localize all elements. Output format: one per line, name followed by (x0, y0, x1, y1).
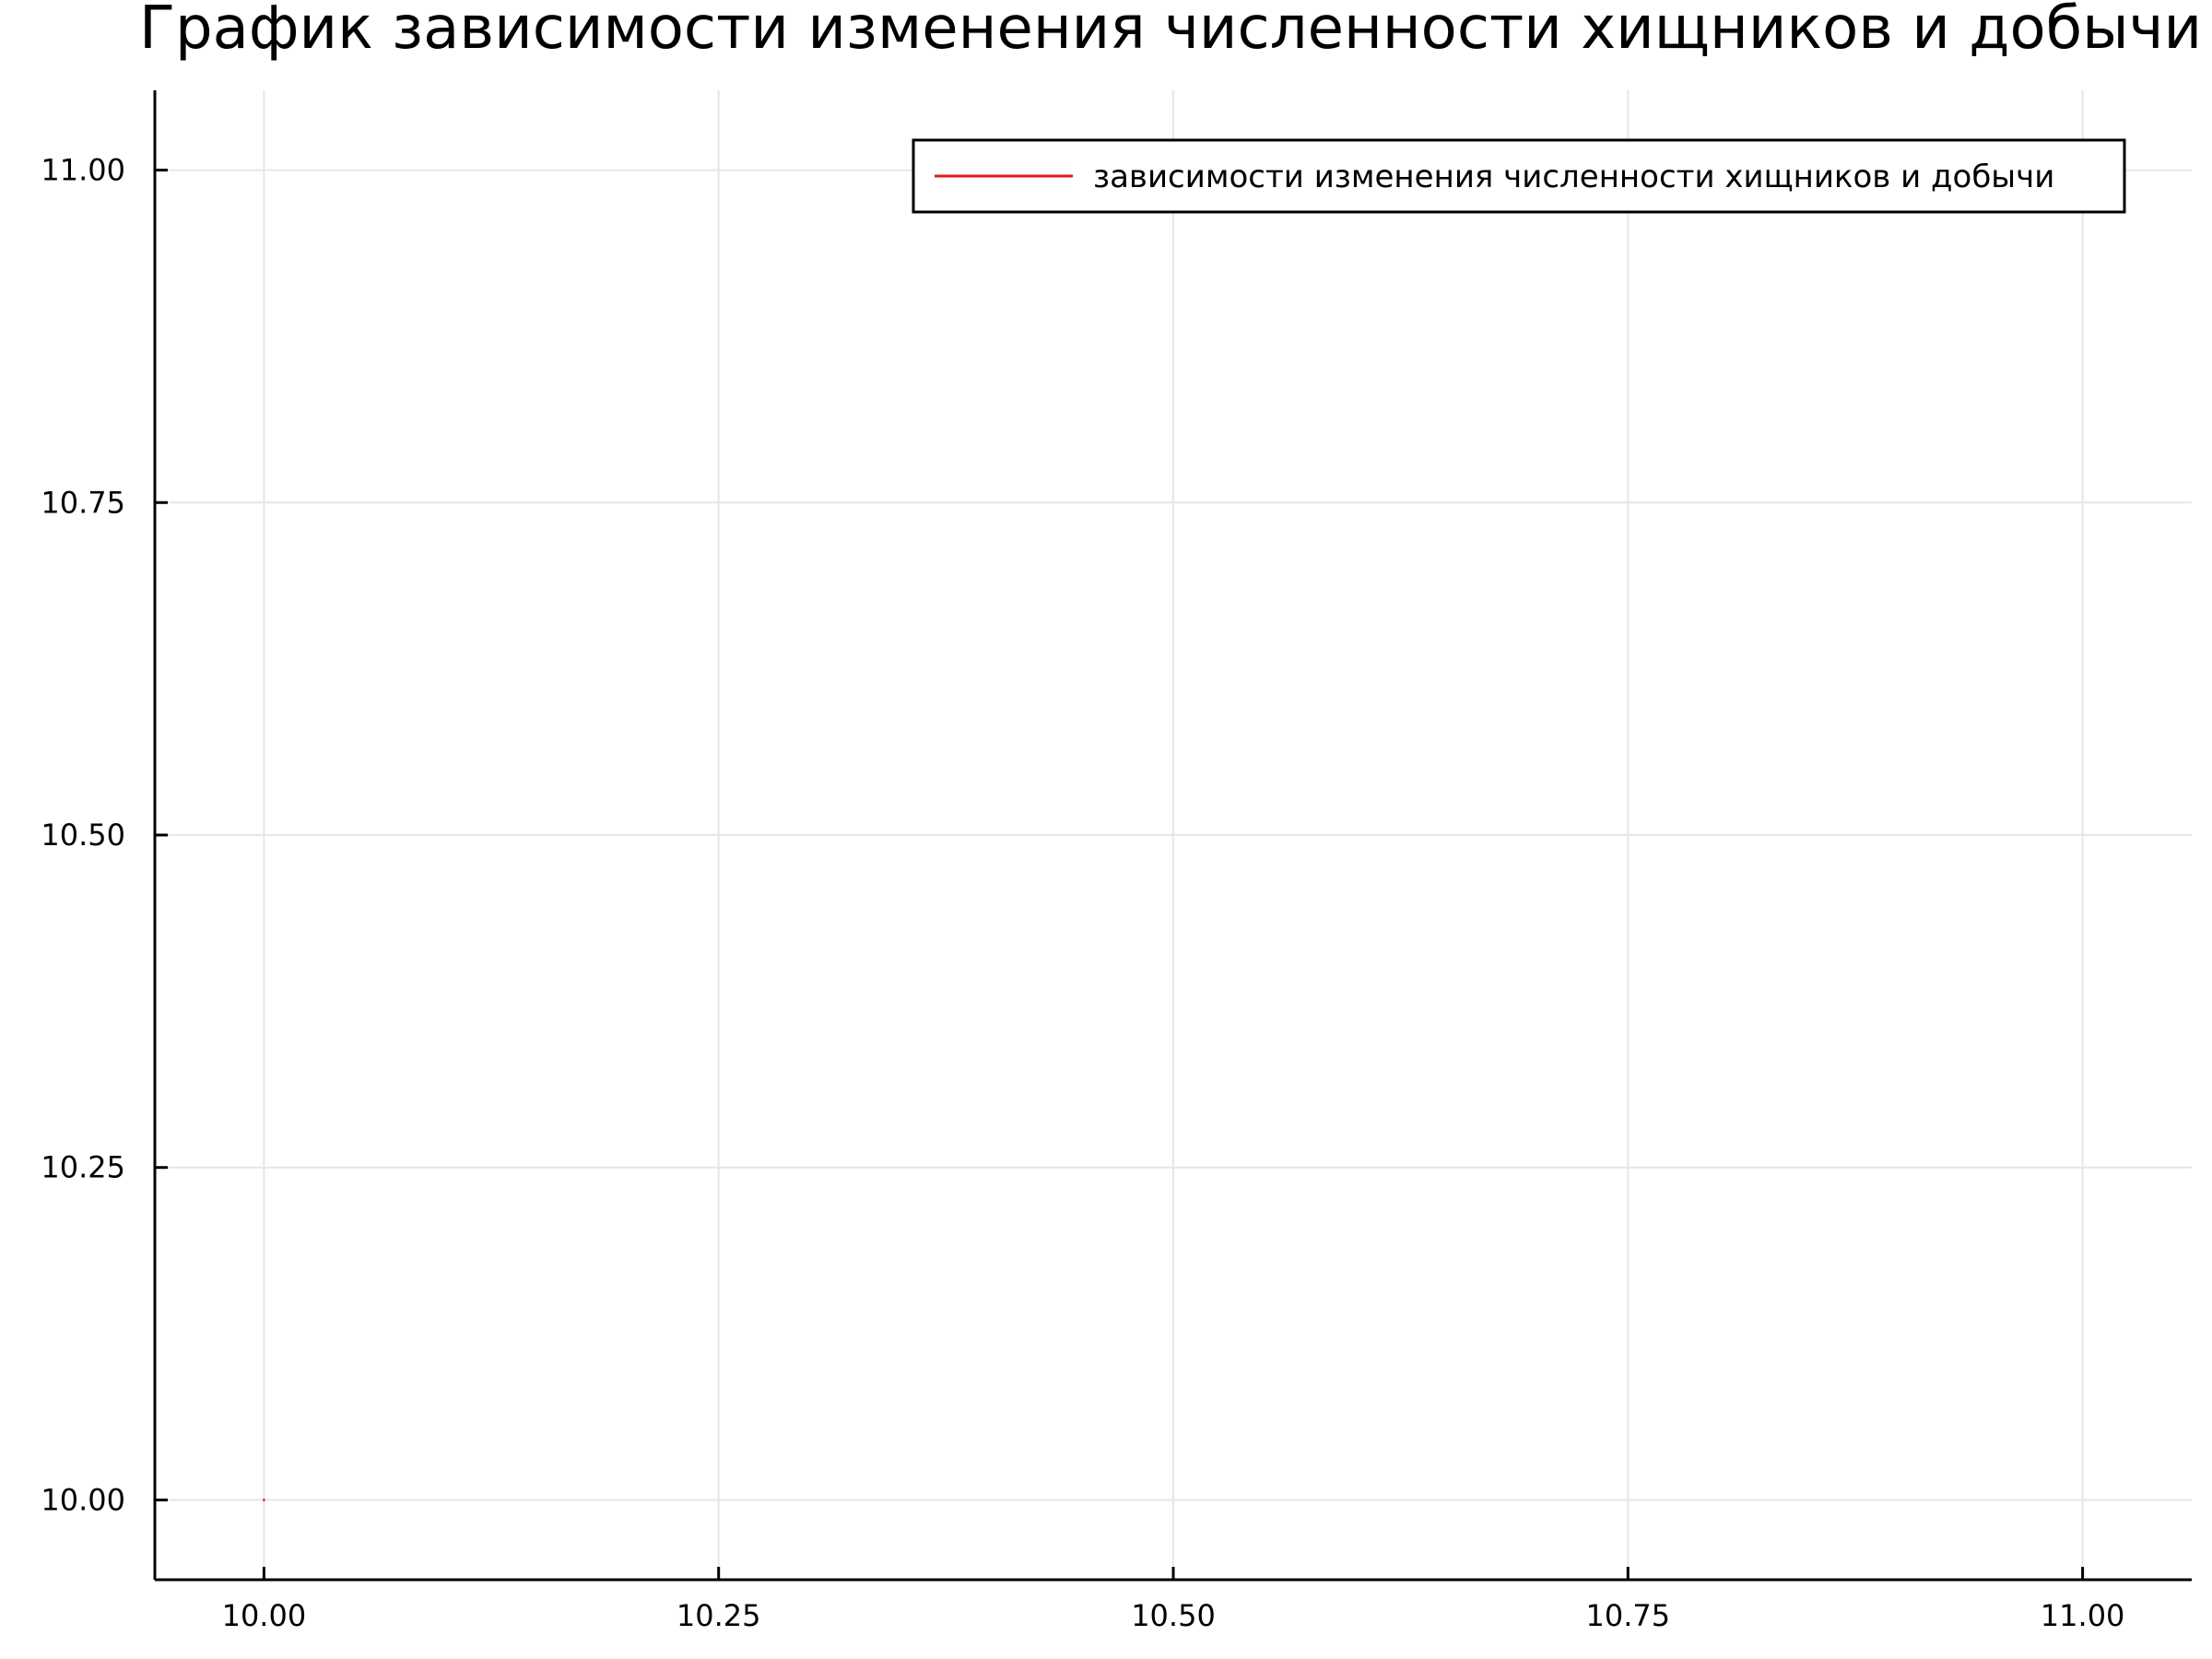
y-tick-label: 10.25 (41, 1150, 125, 1185)
legend: зависимости изменения численности хищник… (912, 138, 2126, 214)
y-tick-label: 10.00 (41, 1482, 125, 1517)
chart-title: График зависимости изменения численности… (139, 0, 2202, 63)
y-tick-label: 10.75 (41, 485, 125, 520)
x-tick-label: 10.50 (1131, 1598, 1216, 1633)
y-tick-label: 11.00 (41, 153, 125, 188)
x-tick-label: 10.00 (222, 1598, 307, 1633)
x-tick-label: 10.25 (677, 1598, 761, 1633)
x-tick-label: 11.00 (2041, 1598, 2125, 1633)
legend-label: зависимости изменения численности хищник… (1093, 159, 2054, 195)
y-tick-label: 10.50 (41, 818, 125, 853)
ticks: 10.00 10.25 10.50 10.75 11.00 10.00 10.25 10.50… (41, 153, 2124, 1633)
legend-box (912, 138, 2126, 214)
x-tick-label: 10.75 (1585, 1598, 1670, 1633)
